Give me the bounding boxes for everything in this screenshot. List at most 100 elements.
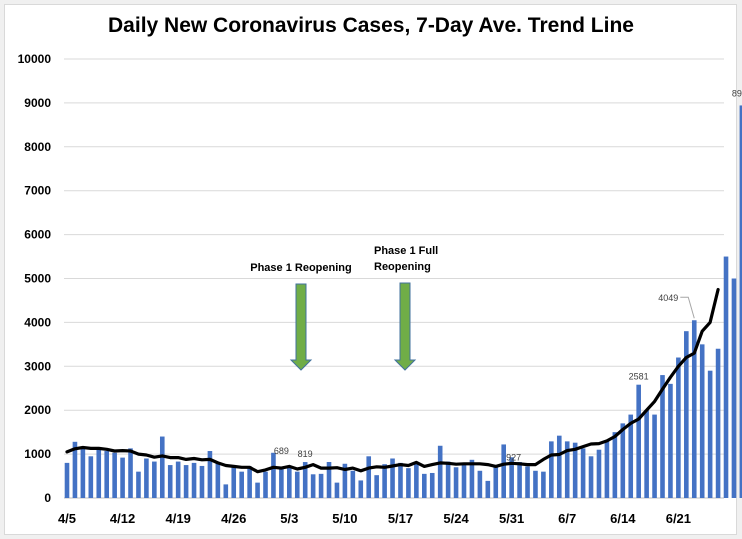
bar xyxy=(445,461,451,498)
bar xyxy=(159,436,165,498)
y-tick-label: 6000 xyxy=(24,228,51,242)
annotation-label: Phase 1 Reopening xyxy=(250,262,351,274)
data-label: 2581 xyxy=(629,372,649,382)
bar xyxy=(175,461,181,498)
bar xyxy=(96,449,102,498)
bar xyxy=(668,383,673,498)
x-axis: 4/5 4/12 4/19 4/26 5/3 5/10 5/17 5/24 5/31 6/7 6/1… xyxy=(58,511,691,526)
bar xyxy=(636,384,641,498)
bar-series xyxy=(64,105,742,498)
bar xyxy=(279,467,284,498)
bar xyxy=(215,462,221,498)
bar xyxy=(104,451,109,498)
bar xyxy=(342,463,348,498)
bar xyxy=(556,435,562,498)
data-label: 4049 xyxy=(658,293,678,303)
bar xyxy=(80,448,86,498)
bar xyxy=(676,357,681,498)
y-tick-label: 1000 xyxy=(24,447,51,461)
bar xyxy=(247,466,252,498)
down-arrow-icon xyxy=(393,282,417,371)
bar xyxy=(183,465,189,498)
x-tick-label: 4/5 xyxy=(58,511,76,526)
bar xyxy=(628,414,634,498)
data-label: 927 xyxy=(506,452,521,462)
x-tick-label: 5/17 xyxy=(388,511,413,526)
bar xyxy=(302,462,308,498)
bar xyxy=(437,445,443,498)
y-tick-label: 7000 xyxy=(24,184,51,198)
annotation-label: Phase 1 Full xyxy=(374,245,438,257)
bar xyxy=(707,370,713,498)
x-tick-label: 4/26 xyxy=(221,511,246,526)
bar xyxy=(525,466,530,498)
bar xyxy=(612,432,618,498)
y-tick-label: 10000 xyxy=(18,52,52,66)
bar xyxy=(318,473,324,498)
y-axis: 0 1000 2000 3000 4000 5000 6000 7000 8000 9000 100… xyxy=(18,52,52,505)
data-label: 8942 xyxy=(732,88,742,98)
bar xyxy=(580,448,586,498)
y-tick-label: 0 xyxy=(44,491,51,505)
bar xyxy=(549,441,554,498)
bar xyxy=(207,451,213,498)
bar xyxy=(136,471,141,498)
x-tick-label: 5/10 xyxy=(332,511,357,526)
bar xyxy=(231,467,237,498)
bar xyxy=(310,474,316,498)
bar xyxy=(517,462,522,498)
bar xyxy=(604,440,610,498)
y-tick-label: 9000 xyxy=(24,96,51,110)
x-tick-label: 5/31 xyxy=(499,511,524,526)
bar xyxy=(326,462,332,498)
bar xyxy=(739,105,742,498)
bar xyxy=(271,452,276,498)
bar xyxy=(191,462,197,498)
bar xyxy=(366,456,372,498)
bar xyxy=(588,456,594,498)
bar xyxy=(477,470,483,498)
bar xyxy=(501,444,506,498)
bar xyxy=(358,480,364,498)
y-tick-label: 5000 xyxy=(24,272,51,286)
bar xyxy=(167,465,173,498)
data-labels: 689 819 927 2581 4049 8942 xyxy=(274,88,742,462)
bar xyxy=(691,320,697,498)
bar xyxy=(390,458,395,498)
x-tick-label: 5/24 xyxy=(443,511,469,526)
bar xyxy=(699,344,705,498)
data-label: 819 xyxy=(298,449,313,459)
y-tick-label: 8000 xyxy=(24,140,51,154)
bar xyxy=(429,472,435,498)
bar xyxy=(239,471,244,498)
bar xyxy=(493,465,499,498)
trend-line-series xyxy=(65,287,720,474)
bar xyxy=(350,470,356,498)
bar xyxy=(263,471,268,498)
bar xyxy=(469,459,475,498)
bar xyxy=(398,462,403,498)
gridlines xyxy=(64,58,724,499)
bar xyxy=(287,465,292,498)
bar xyxy=(620,423,626,498)
bar xyxy=(652,414,657,498)
bar xyxy=(723,256,729,498)
bar xyxy=(223,484,229,498)
bar xyxy=(88,456,94,498)
annotation-label: Reopening xyxy=(374,261,431,273)
chart-title: Daily New Coronavirus Cases, 7-Day Ave. … xyxy=(108,14,634,37)
bar xyxy=(731,278,737,498)
bar xyxy=(422,473,427,498)
bar xyxy=(485,480,491,498)
bar xyxy=(64,462,70,498)
bar xyxy=(382,464,387,498)
bar xyxy=(152,461,157,498)
bar xyxy=(660,375,665,498)
bar xyxy=(533,470,538,498)
down-arrow-icon xyxy=(289,283,313,371)
bar xyxy=(461,463,467,498)
bar xyxy=(414,462,419,498)
bar xyxy=(374,475,379,498)
bar xyxy=(715,348,721,498)
bar xyxy=(644,410,649,498)
